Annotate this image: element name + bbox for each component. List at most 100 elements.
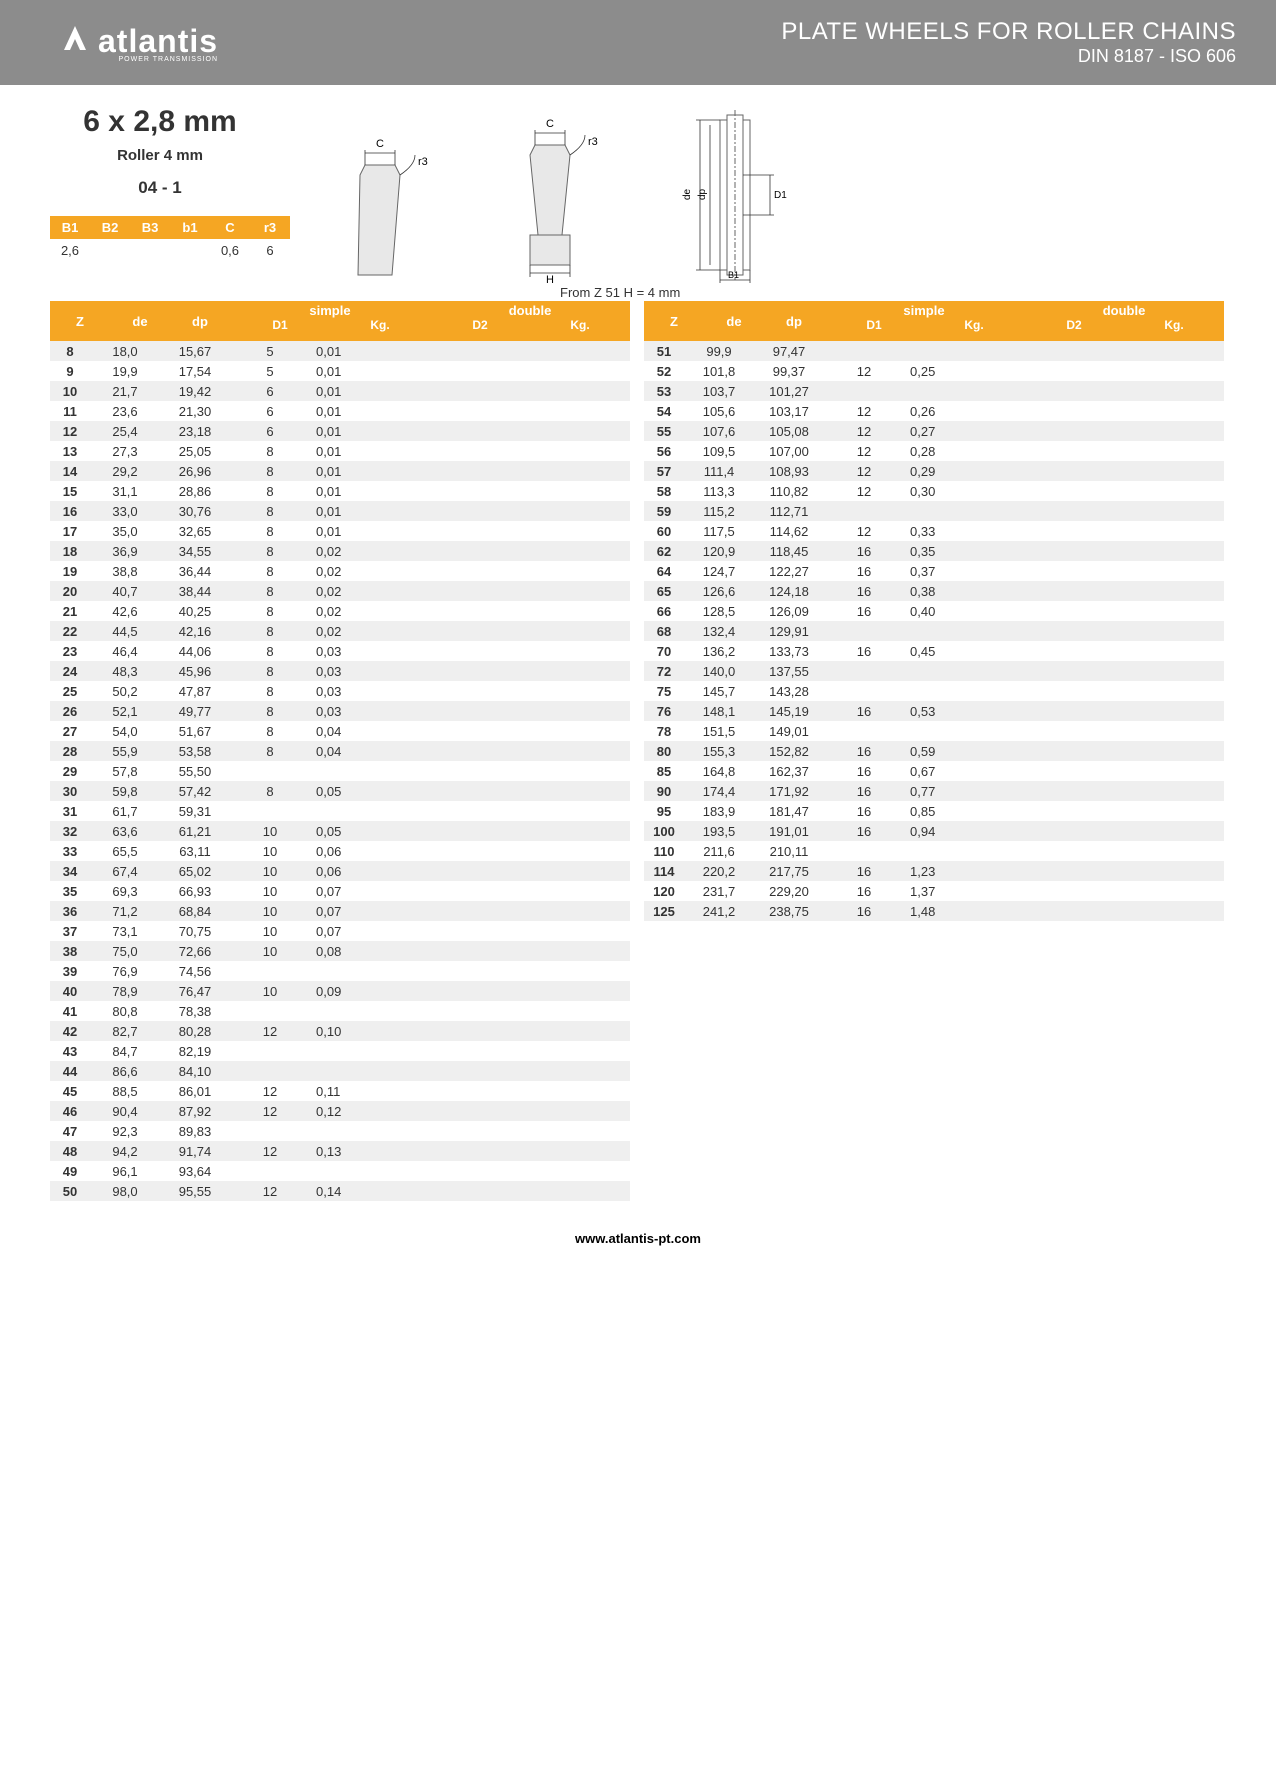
cell-dp: 84,10 <box>160 1064 230 1079</box>
cell-d1: 16 <box>824 644 904 659</box>
small-cell <box>130 239 170 262</box>
cell-de: 71,2 <box>90 904 160 919</box>
cell-kg1: 0,45 <box>904 644 1024 659</box>
cell-z: 13 <box>50 444 90 459</box>
cell-kg1: 1,37 <box>904 884 1024 899</box>
cell-d1: 16 <box>824 784 904 799</box>
cell-kg1: 0,01 <box>310 484 430 499</box>
cell-de: 164,8 <box>684 764 754 779</box>
cell-dp: 86,01 <box>160 1084 230 1099</box>
footer-url: www.atlantis-pt.com <box>50 1231 1226 1276</box>
cell-d1: 8 <box>230 544 310 559</box>
cell-z: 18 <box>50 544 90 559</box>
col-z: Z <box>644 314 704 329</box>
col-de: de <box>110 314 170 329</box>
cell-de: 80,8 <box>90 1004 160 1019</box>
cell-de: 136,2 <box>684 644 754 659</box>
col-z: Z <box>50 314 110 329</box>
col-kg1: Kg. <box>330 318 430 332</box>
cell-kg1: 0,11 <box>310 1084 430 1099</box>
cell-de: 82,7 <box>90 1024 160 1039</box>
table-header: Z de dp simple D1 Kg. double D2 Kg. <box>50 301 630 341</box>
table-row: 60117,5114,62120,33 <box>644 521 1224 541</box>
cell-dp: 21,30 <box>160 404 230 419</box>
spec-size: 6 x 2,8 mm <box>50 105 270 139</box>
cell-dp: 217,75 <box>754 864 824 879</box>
cell-z: 48 <box>50 1144 90 1159</box>
table-row: 70136,2133,73160,45 <box>644 641 1224 661</box>
cell-de: 126,6 <box>684 584 754 599</box>
cell-d1: 5 <box>230 344 310 359</box>
cell-kg1: 0,38 <box>904 584 1024 599</box>
cell-d1: 16 <box>824 564 904 579</box>
cell-de: 86,6 <box>90 1064 160 1079</box>
cell-de: 48,3 <box>90 664 160 679</box>
cell-d1: 12 <box>230 1184 310 1199</box>
cell-dp: 95,55 <box>160 1184 230 1199</box>
cell-z: 45 <box>50 1084 90 1099</box>
table-row: 110211,6210,11 <box>644 841 1224 861</box>
table-row: 56109,5107,00120,28 <box>644 441 1224 461</box>
small-col: C <box>210 216 250 239</box>
cell-d1: 8 <box>230 644 310 659</box>
cell-de: 145,7 <box>684 684 754 699</box>
cell-z: 35 <box>50 884 90 899</box>
cell-z: 70 <box>644 644 684 659</box>
cell-z: 49 <box>50 1164 90 1179</box>
cell-de: 101,8 <box>684 364 754 379</box>
cell-dp: 36,44 <box>160 564 230 579</box>
cell-d1: 10 <box>230 864 310 879</box>
svg-text:B1: B1 <box>728 270 739 280</box>
table-row: 3263,661,21100,05 <box>50 821 630 841</box>
cell-z: 76 <box>644 704 684 719</box>
cell-dp: 23,18 <box>160 424 230 439</box>
cell-d1: 10 <box>230 844 310 859</box>
table-row: 2040,738,4480,02 <box>50 581 630 601</box>
cell-d1: 16 <box>824 584 904 599</box>
cell-z: 37 <box>50 924 90 939</box>
cell-d1: 8 <box>230 664 310 679</box>
table-row: 1327,325,0580,01 <box>50 441 630 461</box>
cell-dp: 122,27 <box>754 564 824 579</box>
cell-de: 38,8 <box>90 564 160 579</box>
cell-z: 78 <box>644 724 684 739</box>
cell-dp: 38,44 <box>160 584 230 599</box>
cell-d1: 12 <box>824 524 904 539</box>
cell-dp: 93,64 <box>160 1164 230 1179</box>
table-row: 1836,934,5580,02 <box>50 541 630 561</box>
cell-kg1: 0,09 <box>310 984 430 999</box>
cell-kg1: 0,01 <box>310 404 430 419</box>
cell-kg1: 0,37 <box>904 564 1024 579</box>
table-row: 120231,7229,20161,37 <box>644 881 1224 901</box>
table-row: 64124,7122,27160,37 <box>644 561 1224 581</box>
header-title-line1: PLATE WHEELS FOR ROLLER CHAINS <box>781 18 1236 46</box>
cell-z: 65 <box>644 584 684 599</box>
table-row: 53103,7101,27 <box>644 381 1224 401</box>
cell-z: 12 <box>50 424 90 439</box>
cell-de: 88,5 <box>90 1084 160 1099</box>
cell-dp: 42,16 <box>160 624 230 639</box>
col-simple: simple <box>824 301 1024 318</box>
cell-dp: 105,08 <box>754 424 824 439</box>
cell-d1: 16 <box>824 904 904 919</box>
table-header: Z de dp simple D1 Kg. double D2 Kg. <box>644 301 1224 341</box>
data-table-right: Z de dp simple D1 Kg. double D2 Kg. <box>644 301 1224 1201</box>
cell-de: 75,0 <box>90 944 160 959</box>
table-row: 3875,072,66100,08 <box>50 941 630 961</box>
logo: atlantis POWER TRANSMISSION <box>60 23 218 63</box>
table-row: 4690,487,92120,12 <box>50 1101 630 1121</box>
cell-de: 18,0 <box>90 344 160 359</box>
cell-de: 103,7 <box>684 384 754 399</box>
table-row: 2855,953,5880,04 <box>50 741 630 761</box>
logo-text: atlantis <box>98 23 218 59</box>
table-row: 90174,4171,92160,77 <box>644 781 1224 801</box>
cell-d1: 8 <box>230 524 310 539</box>
table-row: 2142,640,2580,02 <box>50 601 630 621</box>
cell-dp: 40,25 <box>160 604 230 619</box>
cell-de: 35,0 <box>90 524 160 539</box>
cell-dp: 210,11 <box>754 844 824 859</box>
table-row: 68132,4129,91 <box>644 621 1224 641</box>
cell-kg1: 0,26 <box>904 404 1024 419</box>
table-row: 2652,149,7780,03 <box>50 701 630 721</box>
col-dp: dp <box>170 314 230 329</box>
